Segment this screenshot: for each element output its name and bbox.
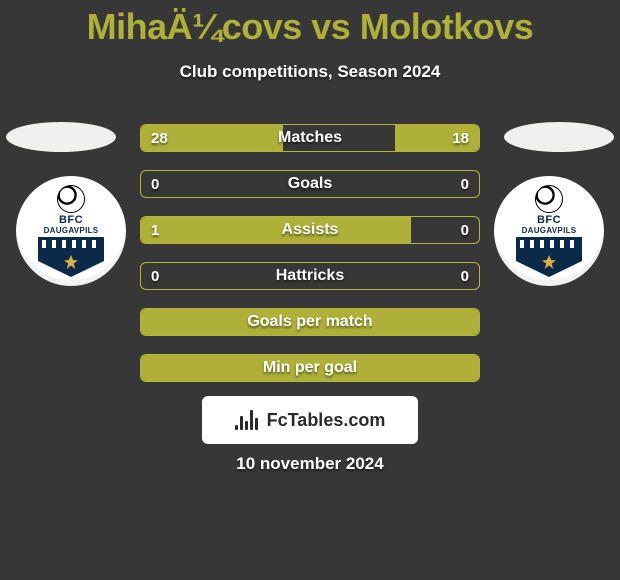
stats-container: 2818Matches00Goals10Assists00HattricksGo… (140, 124, 480, 400)
country-flag-right (504, 122, 614, 152)
stat-row: 2818Matches (140, 124, 480, 152)
fctables-logo-icon (235, 410, 261, 430)
stat-row: Goals per match (140, 308, 480, 336)
stat-value-left: 28 (141, 125, 178, 151)
logo-bar (245, 421, 248, 430)
shield-icon (516, 237, 582, 277)
club-badge-right-line1: BFC (537, 215, 561, 226)
stat-value-left: 0 (141, 171, 169, 197)
stat-label: Goals (141, 171, 479, 197)
stat-fill-left (141, 217, 411, 243)
stat-row: 0 0Hattricks (140, 262, 480, 290)
club-badge-right: BFC DAUGAVPILS (494, 176, 604, 286)
stat-fill-full (141, 355, 479, 381)
fleur-icon (542, 255, 556, 269)
stat-value-left: 0 (141, 263, 169, 289)
stat-value-right: 18 (442, 125, 479, 151)
logo-bar (255, 418, 258, 430)
stat-fill-full (141, 309, 479, 335)
soccer-ball-icon (535, 185, 563, 213)
logo-bar (240, 416, 243, 430)
stat-value-left: 1 (141, 217, 169, 243)
logo-bar (235, 425, 238, 430)
club-badge-right-line2: DAUGAVPILS (522, 226, 577, 235)
stat-row: 10Assists (140, 216, 480, 244)
stat-label: Hattricks (141, 263, 479, 289)
footer-brand-text: FcTables.com (267, 410, 386, 431)
logo-bar (250, 410, 253, 430)
page-subtitle: Club competitions, Season 2024 (0, 62, 620, 82)
stat-value-right: 0 (451, 171, 479, 197)
soccer-ball-icon (57, 185, 85, 213)
stat-row: Min per goal (140, 354, 480, 382)
footer-brand-badge: FcTables.com (202, 396, 418, 444)
footer-date: 10 november 2024 (0, 454, 620, 474)
stat-value-right: 0 (451, 263, 479, 289)
club-badge-left-line2: DAUGAVPILS (44, 226, 99, 235)
stat-value-right: 0 (451, 217, 479, 243)
page-title: MihaÄ¼covs vs Molotkovs (0, 0, 620, 48)
country-flag-left (6, 122, 116, 152)
stat-row: 0 0Goals (140, 170, 480, 198)
club-badge-left-line1: BFC (59, 215, 83, 226)
club-badge-left: BFC DAUGAVPILS (16, 176, 126, 286)
shield-icon (38, 237, 104, 277)
fleur-icon (64, 255, 78, 269)
